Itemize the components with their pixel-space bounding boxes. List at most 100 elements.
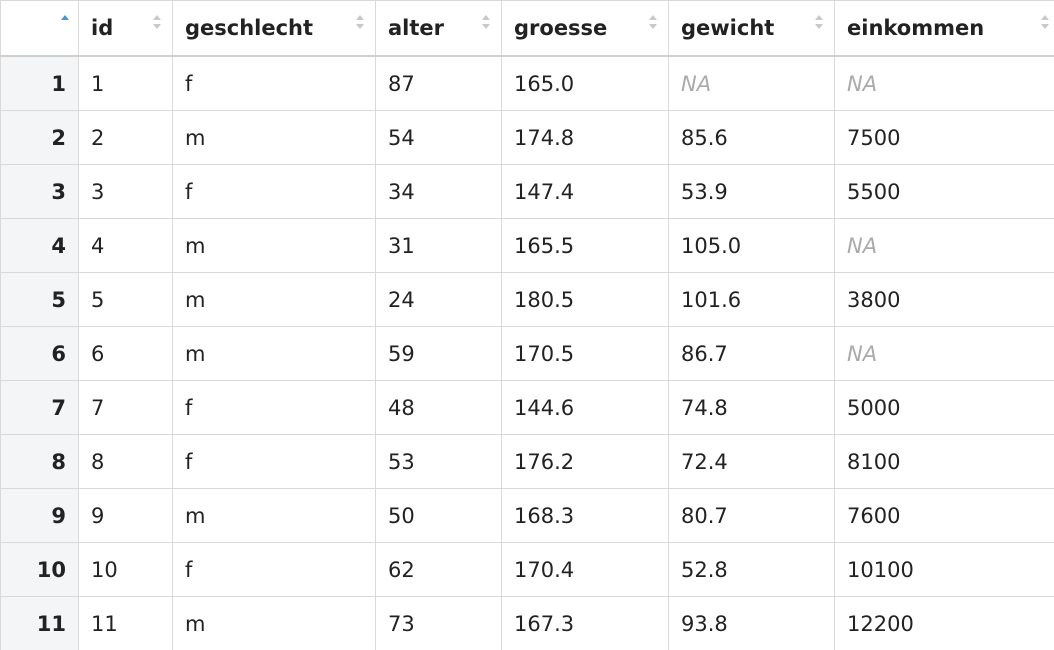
cell: 1 [78,55,173,111]
cell: 73 [375,596,502,650]
cell: 2 [78,110,173,165]
cell: 50 [375,488,502,543]
cell: 74.8 [668,380,835,435]
cell: 144.6 [501,380,669,435]
row-number: 6 [0,326,79,381]
cell: NA [834,55,1054,111]
cell: 3800 [834,272,1054,327]
table-row: 8 8 f 53 176.2 72.4 8100 [0,434,1054,489]
cell: 174.8 [501,110,669,165]
cell: 9 [78,488,173,543]
cell: m [172,110,376,165]
cell: f [172,55,376,111]
row-number: 8 [0,434,79,489]
sort-asc-icon [61,15,69,20]
cell: 167.3 [501,596,669,650]
cell: 52.8 [668,542,835,597]
cell: 86.7 [668,326,835,381]
cell: NA [668,55,835,111]
cell: 10 [78,542,173,597]
cell: 6 [78,326,173,381]
cell: 4 [78,218,173,273]
column-header[interactable]: groesse [501,0,669,57]
cell: 93.8 [668,596,835,650]
cell: 8100 [834,434,1054,489]
cell: 170.4 [501,542,669,597]
table-body: 1 1 f 87 165.0 NA NA 2 2 m 54 174.8 85.6 7500 3 3 f 34 147… [0,55,1054,650]
cell: m [172,596,376,650]
cell: 80.7 [668,488,835,543]
cell: 165.5 [501,218,669,273]
cell: 11 [78,596,173,650]
table-row: 1 1 f 87 165.0 NA NA [0,55,1054,111]
cell: f [172,434,376,489]
cell: 53.9 [668,164,835,219]
cell: 101.6 [668,272,835,327]
header-row: id geschlecht alter groesse gewicht einkommen [0,0,1054,57]
sort-icon [649,15,657,29]
cell: 165.0 [501,55,669,111]
sort-icon [815,15,823,29]
row-number: 11 [0,596,79,650]
row-number: 2 [0,110,79,165]
sort-icon [356,15,364,29]
table-row: 10 10 f 62 170.4 52.8 10100 [0,542,1054,597]
cell: 5500 [834,164,1054,219]
sort-icon [153,15,161,29]
cell: 10100 [834,542,1054,597]
table-row: 11 11 m 73 167.3 93.8 12200 [0,596,1054,650]
cell: m [172,218,376,273]
cell: 7600 [834,488,1054,543]
column-header[interactable]: gewicht [668,0,835,57]
cell: 34 [375,164,502,219]
column-header[interactable]: einkommen [834,0,1054,57]
table-row: 7 7 f 48 144.6 74.8 5000 [0,380,1054,435]
cell: 87 [375,55,502,111]
sort-icon [1041,15,1049,29]
cell: 62 [375,542,502,597]
table-row: 9 9 m 50 168.3 80.7 7600 [0,488,1054,543]
table-row: 2 2 m 54 174.8 85.6 7500 [0,110,1054,165]
column-header[interactable]: geschlecht [172,0,376,57]
cell: 24 [375,272,502,327]
row-number: 10 [0,542,79,597]
cell: 48 [375,380,502,435]
row-number-header[interactable] [0,0,79,57]
cell: 8 [78,434,173,489]
cell: 31 [375,218,502,273]
cell: m [172,272,376,327]
table-row: 6 6 m 59 170.5 86.7 NA [0,326,1054,381]
cell: 54 [375,110,502,165]
cell: 7500 [834,110,1054,165]
table-row: 4 4 m 31 165.5 105.0 NA [0,218,1054,273]
table-row: 5 5 m 24 180.5 101.6 3800 [0,272,1054,327]
cell: m [172,488,376,543]
cell: m [172,326,376,381]
row-number: 9 [0,488,79,543]
cell: 147.4 [501,164,669,219]
cell: 72.4 [668,434,835,489]
cell: 170.5 [501,326,669,381]
cell: NA [834,326,1054,381]
cell: 85.6 [668,110,835,165]
cell: 168.3 [501,488,669,543]
cell: 12200 [834,596,1054,650]
cell: 5000 [834,380,1054,435]
cell: 7 [78,380,173,435]
cell: NA [834,218,1054,273]
column-header[interactable]: id [78,0,173,57]
cell: 53 [375,434,502,489]
row-number: 5 [0,272,79,327]
row-number: 7 [0,380,79,435]
cell: 105.0 [668,218,835,273]
cell: f [172,542,376,597]
cell: f [172,380,376,435]
cell: f [172,164,376,219]
column-header[interactable]: alter [375,0,502,57]
cell: 5 [78,272,173,327]
cell: 176.2 [501,434,669,489]
sort-icon [482,15,490,29]
row-number: 3 [0,164,79,219]
